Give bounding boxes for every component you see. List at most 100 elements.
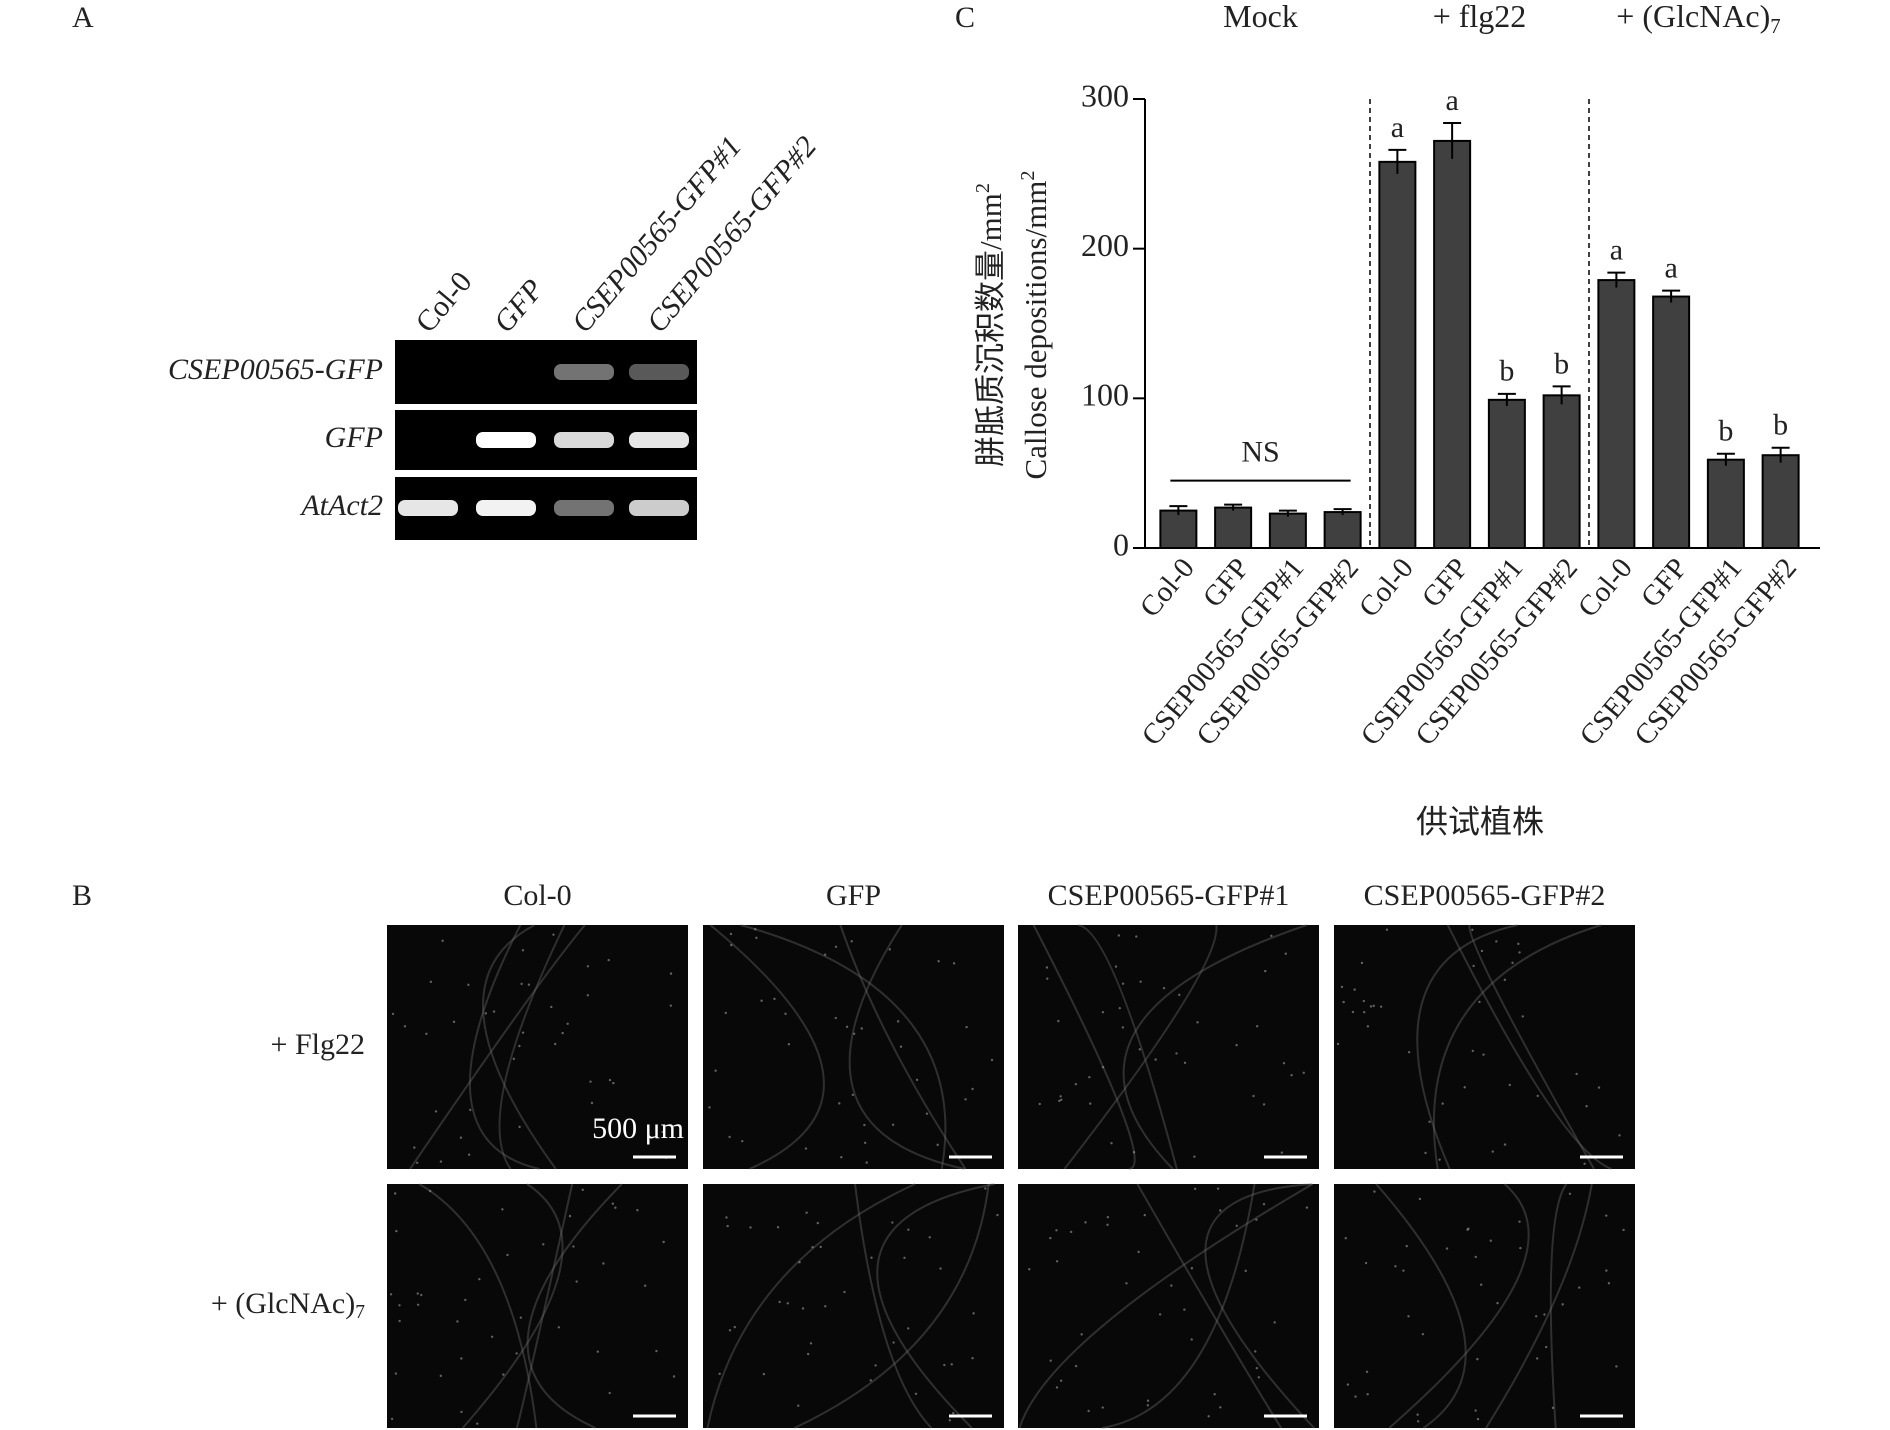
speck xyxy=(762,1372,766,1376)
speck xyxy=(416,1303,420,1306)
speck xyxy=(460,1357,463,1360)
speck xyxy=(1213,1393,1216,1396)
gel-band xyxy=(629,364,689,380)
speck xyxy=(1517,942,1520,946)
speck xyxy=(1045,966,1049,969)
significance-letter: b xyxy=(1554,347,1569,380)
speck xyxy=(1055,1386,1059,1389)
speck xyxy=(398,1319,401,1323)
speck xyxy=(1290,1073,1293,1077)
speck xyxy=(389,1293,393,1296)
speck xyxy=(515,1352,518,1355)
speck xyxy=(824,1305,827,1308)
speck xyxy=(1369,1005,1373,1008)
speck xyxy=(434,1110,438,1113)
speck xyxy=(518,1125,521,1129)
speck xyxy=(1618,1134,1621,1137)
bar xyxy=(1323,511,1362,550)
speck xyxy=(1379,1005,1383,1008)
speck xyxy=(984,1187,987,1190)
speck xyxy=(1302,1071,1305,1074)
micrograph xyxy=(387,925,688,1169)
speck xyxy=(1074,1364,1078,1368)
speck xyxy=(1373,1190,1376,1193)
speck xyxy=(1158,1313,1162,1316)
speck xyxy=(1101,1065,1105,1069)
ns-label: NS xyxy=(1241,435,1279,468)
vein xyxy=(1485,1183,1593,1429)
speck xyxy=(1170,1284,1173,1287)
vein xyxy=(1549,1183,1568,1429)
speck xyxy=(586,965,590,968)
image-column-label: GFP xyxy=(826,879,881,912)
gel-band xyxy=(554,432,614,448)
speck xyxy=(1178,993,1181,997)
speck xyxy=(398,1304,401,1307)
significance-letter: b xyxy=(1499,355,1514,388)
speck xyxy=(915,1078,919,1082)
y-axis-label: Callose depositions/mm2 xyxy=(1017,171,1053,480)
speck xyxy=(586,994,590,997)
speck xyxy=(590,1101,594,1105)
bar xyxy=(1214,506,1253,549)
speck xyxy=(1622,1228,1625,1232)
speck xyxy=(1207,1415,1210,1418)
speck xyxy=(1366,1025,1370,1028)
speck xyxy=(1138,1048,1141,1051)
speck xyxy=(403,1025,407,1028)
speck xyxy=(805,1211,808,1214)
speck xyxy=(1424,1151,1427,1155)
speck xyxy=(1257,1376,1261,1379)
speck xyxy=(906,1327,910,1330)
vein xyxy=(740,924,947,1170)
speck xyxy=(874,1364,877,1367)
vein xyxy=(1018,1183,1314,1429)
speck xyxy=(1472,964,1475,968)
speck xyxy=(661,1130,664,1134)
gel-band xyxy=(476,432,536,448)
bar xyxy=(1159,509,1198,550)
speck xyxy=(888,948,892,951)
vein xyxy=(498,924,566,1170)
bar xyxy=(1761,454,1800,549)
bar xyxy=(1597,279,1636,549)
speck xyxy=(1106,1215,1110,1219)
speck xyxy=(1038,1102,1041,1106)
group-label-subscript: 7 xyxy=(1770,15,1780,38)
speck xyxy=(1605,1214,1608,1217)
bar xyxy=(1652,295,1691,549)
speck xyxy=(1340,985,1344,989)
speck xyxy=(1394,1265,1397,1268)
speck xyxy=(456,1320,459,1323)
speck xyxy=(786,1302,789,1305)
speck xyxy=(1255,1366,1259,1370)
speck xyxy=(512,1057,516,1061)
gel-band xyxy=(398,500,458,516)
speck xyxy=(1365,1370,1369,1374)
speck xyxy=(1489,1239,1492,1242)
speck xyxy=(428,1189,432,1193)
speck xyxy=(452,1020,456,1024)
speck xyxy=(575,1280,578,1283)
speck xyxy=(1407,1050,1411,1054)
speck xyxy=(1143,1213,1146,1217)
speck xyxy=(467,1153,471,1156)
speck xyxy=(1137,1250,1140,1254)
speck xyxy=(612,1081,615,1085)
speck xyxy=(1346,1383,1350,1386)
speck xyxy=(1476,1357,1479,1361)
speck xyxy=(1216,1187,1220,1190)
speck xyxy=(1305,1206,1309,1209)
speck xyxy=(636,1208,639,1212)
speck xyxy=(787,1043,791,1046)
bar xyxy=(1542,394,1581,549)
speck xyxy=(1059,1095,1062,1098)
group-label: + (GlcNAc)7 xyxy=(1616,0,1780,38)
bar xyxy=(1706,458,1745,549)
speck xyxy=(413,1146,416,1149)
speck xyxy=(1463,1086,1466,1089)
speck xyxy=(1438,1158,1441,1161)
speck xyxy=(1219,1406,1222,1409)
speck xyxy=(1607,1282,1611,1285)
speck xyxy=(971,1356,974,1360)
